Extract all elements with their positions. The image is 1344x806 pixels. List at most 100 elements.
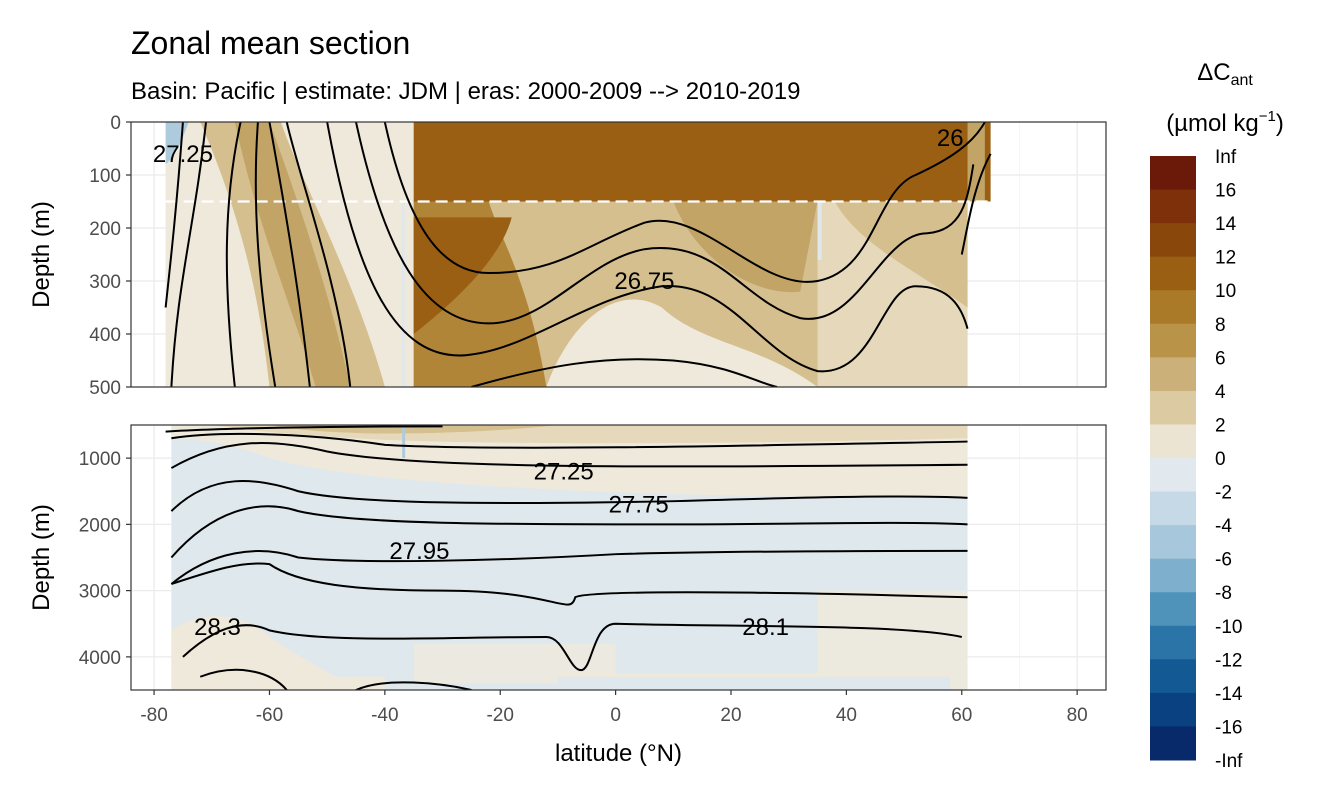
contour-line bbox=[170, 480, 968, 512]
legend-label: -2 bbox=[1215, 483, 1232, 504]
legend-unit-sup: −1 bbox=[1259, 108, 1276, 125]
x-tick-label: 60 bbox=[951, 705, 972, 726]
legend-swatch bbox=[1150, 323, 1196, 358]
x-tick-label: -60 bbox=[256, 705, 283, 726]
legend-swatch bbox=[1150, 625, 1196, 660]
field-equatorial-low bbox=[546, 299, 818, 387]
field-front-strip bbox=[402, 201, 405, 387]
legend-unit: (µmol kg−1) bbox=[1166, 108, 1284, 137]
panel-border bbox=[130, 121, 1107, 388]
x-tick-label: -40 bbox=[371, 705, 398, 726]
x-tick-label: -20 bbox=[486, 705, 513, 726]
legend-swatch bbox=[1150, 458, 1196, 493]
chart-subtitle: Basin: Pacific | estimate: JDM | eras: 2… bbox=[131, 78, 800, 105]
legend-title-main: ΔC bbox=[1197, 59, 1230, 86]
legend-label: -10 bbox=[1215, 617, 1242, 638]
contour-line bbox=[355, 122, 975, 325]
contour-line bbox=[165, 425, 443, 433]
contour-line bbox=[254, 122, 277, 387]
legend-swatch bbox=[1150, 659, 1196, 694]
x-tick-label: -80 bbox=[140, 705, 167, 726]
panel-border bbox=[130, 424, 1107, 691]
legend-unit-pre: (µmol kg bbox=[1166, 110, 1259, 137]
contours bbox=[165, 425, 968, 690]
contour-line bbox=[326, 122, 969, 373]
legend-swatch bbox=[1150, 390, 1196, 425]
y-tick-label: 500 bbox=[89, 378, 121, 399]
contour-line bbox=[164, 122, 184, 308]
contour-line bbox=[471, 358, 778, 387]
y-axis-title: Depth (m) bbox=[28, 201, 55, 308]
contour-line bbox=[170, 549, 968, 585]
contour-label: 28.3 bbox=[194, 614, 241, 641]
legend-label: 4 bbox=[1215, 382, 1226, 403]
field-deep-neg bbox=[557, 676, 951, 690]
contour-label: 26 bbox=[937, 125, 964, 152]
y-tick-label: 300 bbox=[89, 272, 121, 293]
y-tick-label: 1000 bbox=[79, 449, 121, 470]
field-north-strip bbox=[817, 201, 822, 260]
contours bbox=[164, 122, 992, 387]
legend-label: 6 bbox=[1215, 348, 1226, 369]
legend-swatch bbox=[1150, 525, 1196, 560]
contour-label: 27.25 bbox=[153, 141, 213, 168]
y-tick-label: 3000 bbox=[79, 582, 121, 603]
contour-line bbox=[171, 562, 968, 606]
x-tick-label: 20 bbox=[720, 705, 741, 726]
legend-swatch bbox=[1150, 592, 1196, 627]
legend: ΔCant (µmol kg−1) Inf 16 14 12 10 8 6 4 2 0 -2 -4 -6 -8… bbox=[1150, 59, 1284, 772]
contour-label: 27.75 bbox=[609, 492, 669, 519]
legend-label: 10 bbox=[1215, 281, 1236, 302]
y-tick-label: 0 bbox=[110, 113, 121, 134]
legend-label: 12 bbox=[1215, 248, 1236, 269]
legend-label: 2 bbox=[1215, 415, 1226, 436]
field-surface-max bbox=[413, 122, 991, 202]
legend-swatch bbox=[1150, 424, 1196, 459]
contour-line bbox=[355, 681, 472, 690]
field bbox=[165, 425, 968, 690]
legend-label: -4 bbox=[1215, 516, 1232, 537]
x-tick-label: 40 bbox=[836, 705, 857, 726]
legend-title-sub: ant bbox=[1231, 72, 1254, 89]
legend-label: 16 bbox=[1215, 181, 1236, 202]
legend-unit-post: ) bbox=[1276, 110, 1284, 137]
legend-title: ΔCant bbox=[1197, 59, 1253, 89]
legend-label: -16 bbox=[1215, 717, 1242, 738]
panel-lower: 27.25 27.75 27.95 28.3 28.1 1000 2000 3000 4000 D… bbox=[28, 424, 1107, 691]
legend-swatch bbox=[1150, 558, 1196, 593]
x-axis-title: latitude (°N) bbox=[555, 740, 682, 767]
legend-label: -14 bbox=[1215, 684, 1243, 705]
field-north-core bbox=[673, 201, 818, 293]
contour-label: 27.95 bbox=[389, 538, 449, 565]
contour-line bbox=[199, 668, 288, 690]
chart-title: Zonal mean section bbox=[131, 25, 410, 61]
legend-label: -8 bbox=[1215, 583, 1232, 604]
y-tick-label: 200 bbox=[89, 219, 121, 240]
contour-label: 26.75 bbox=[614, 268, 674, 295]
field-north-bottom bbox=[817, 590, 968, 690]
x-axis: -80 -60 -40 -20 0 20 40 60 80 bbox=[140, 690, 1088, 726]
legend-label: 14 bbox=[1215, 214, 1237, 235]
contour-line bbox=[960, 153, 992, 255]
legend-swatch bbox=[1150, 491, 1196, 526]
legend-swatch bbox=[1150, 223, 1196, 258]
y-tick-label: 2000 bbox=[79, 515, 121, 536]
y-axis-title: Depth (m) bbox=[28, 504, 55, 611]
legend-swatch bbox=[1150, 357, 1196, 392]
contour-line bbox=[171, 432, 968, 449]
legend-label: -6 bbox=[1215, 550, 1232, 571]
field-deep-south bbox=[200, 676, 385, 690]
legend-label: Inf bbox=[1215, 147, 1237, 168]
field-front-strip bbox=[402, 425, 406, 459]
legend-label: 0 bbox=[1215, 449, 1226, 470]
legend-swatch bbox=[1150, 726, 1196, 761]
y-tick-label: 4000 bbox=[79, 648, 121, 669]
legend-swatch bbox=[1150, 189, 1196, 224]
contour-line bbox=[285, 122, 352, 387]
field-north-upper bbox=[817, 201, 968, 308]
field bbox=[164, 122, 997, 387]
legend-swatch bbox=[1150, 290, 1196, 325]
contour-line bbox=[268, 122, 311, 387]
x-tick-label: 0 bbox=[610, 705, 621, 726]
y-tick-label: 100 bbox=[89, 166, 121, 187]
